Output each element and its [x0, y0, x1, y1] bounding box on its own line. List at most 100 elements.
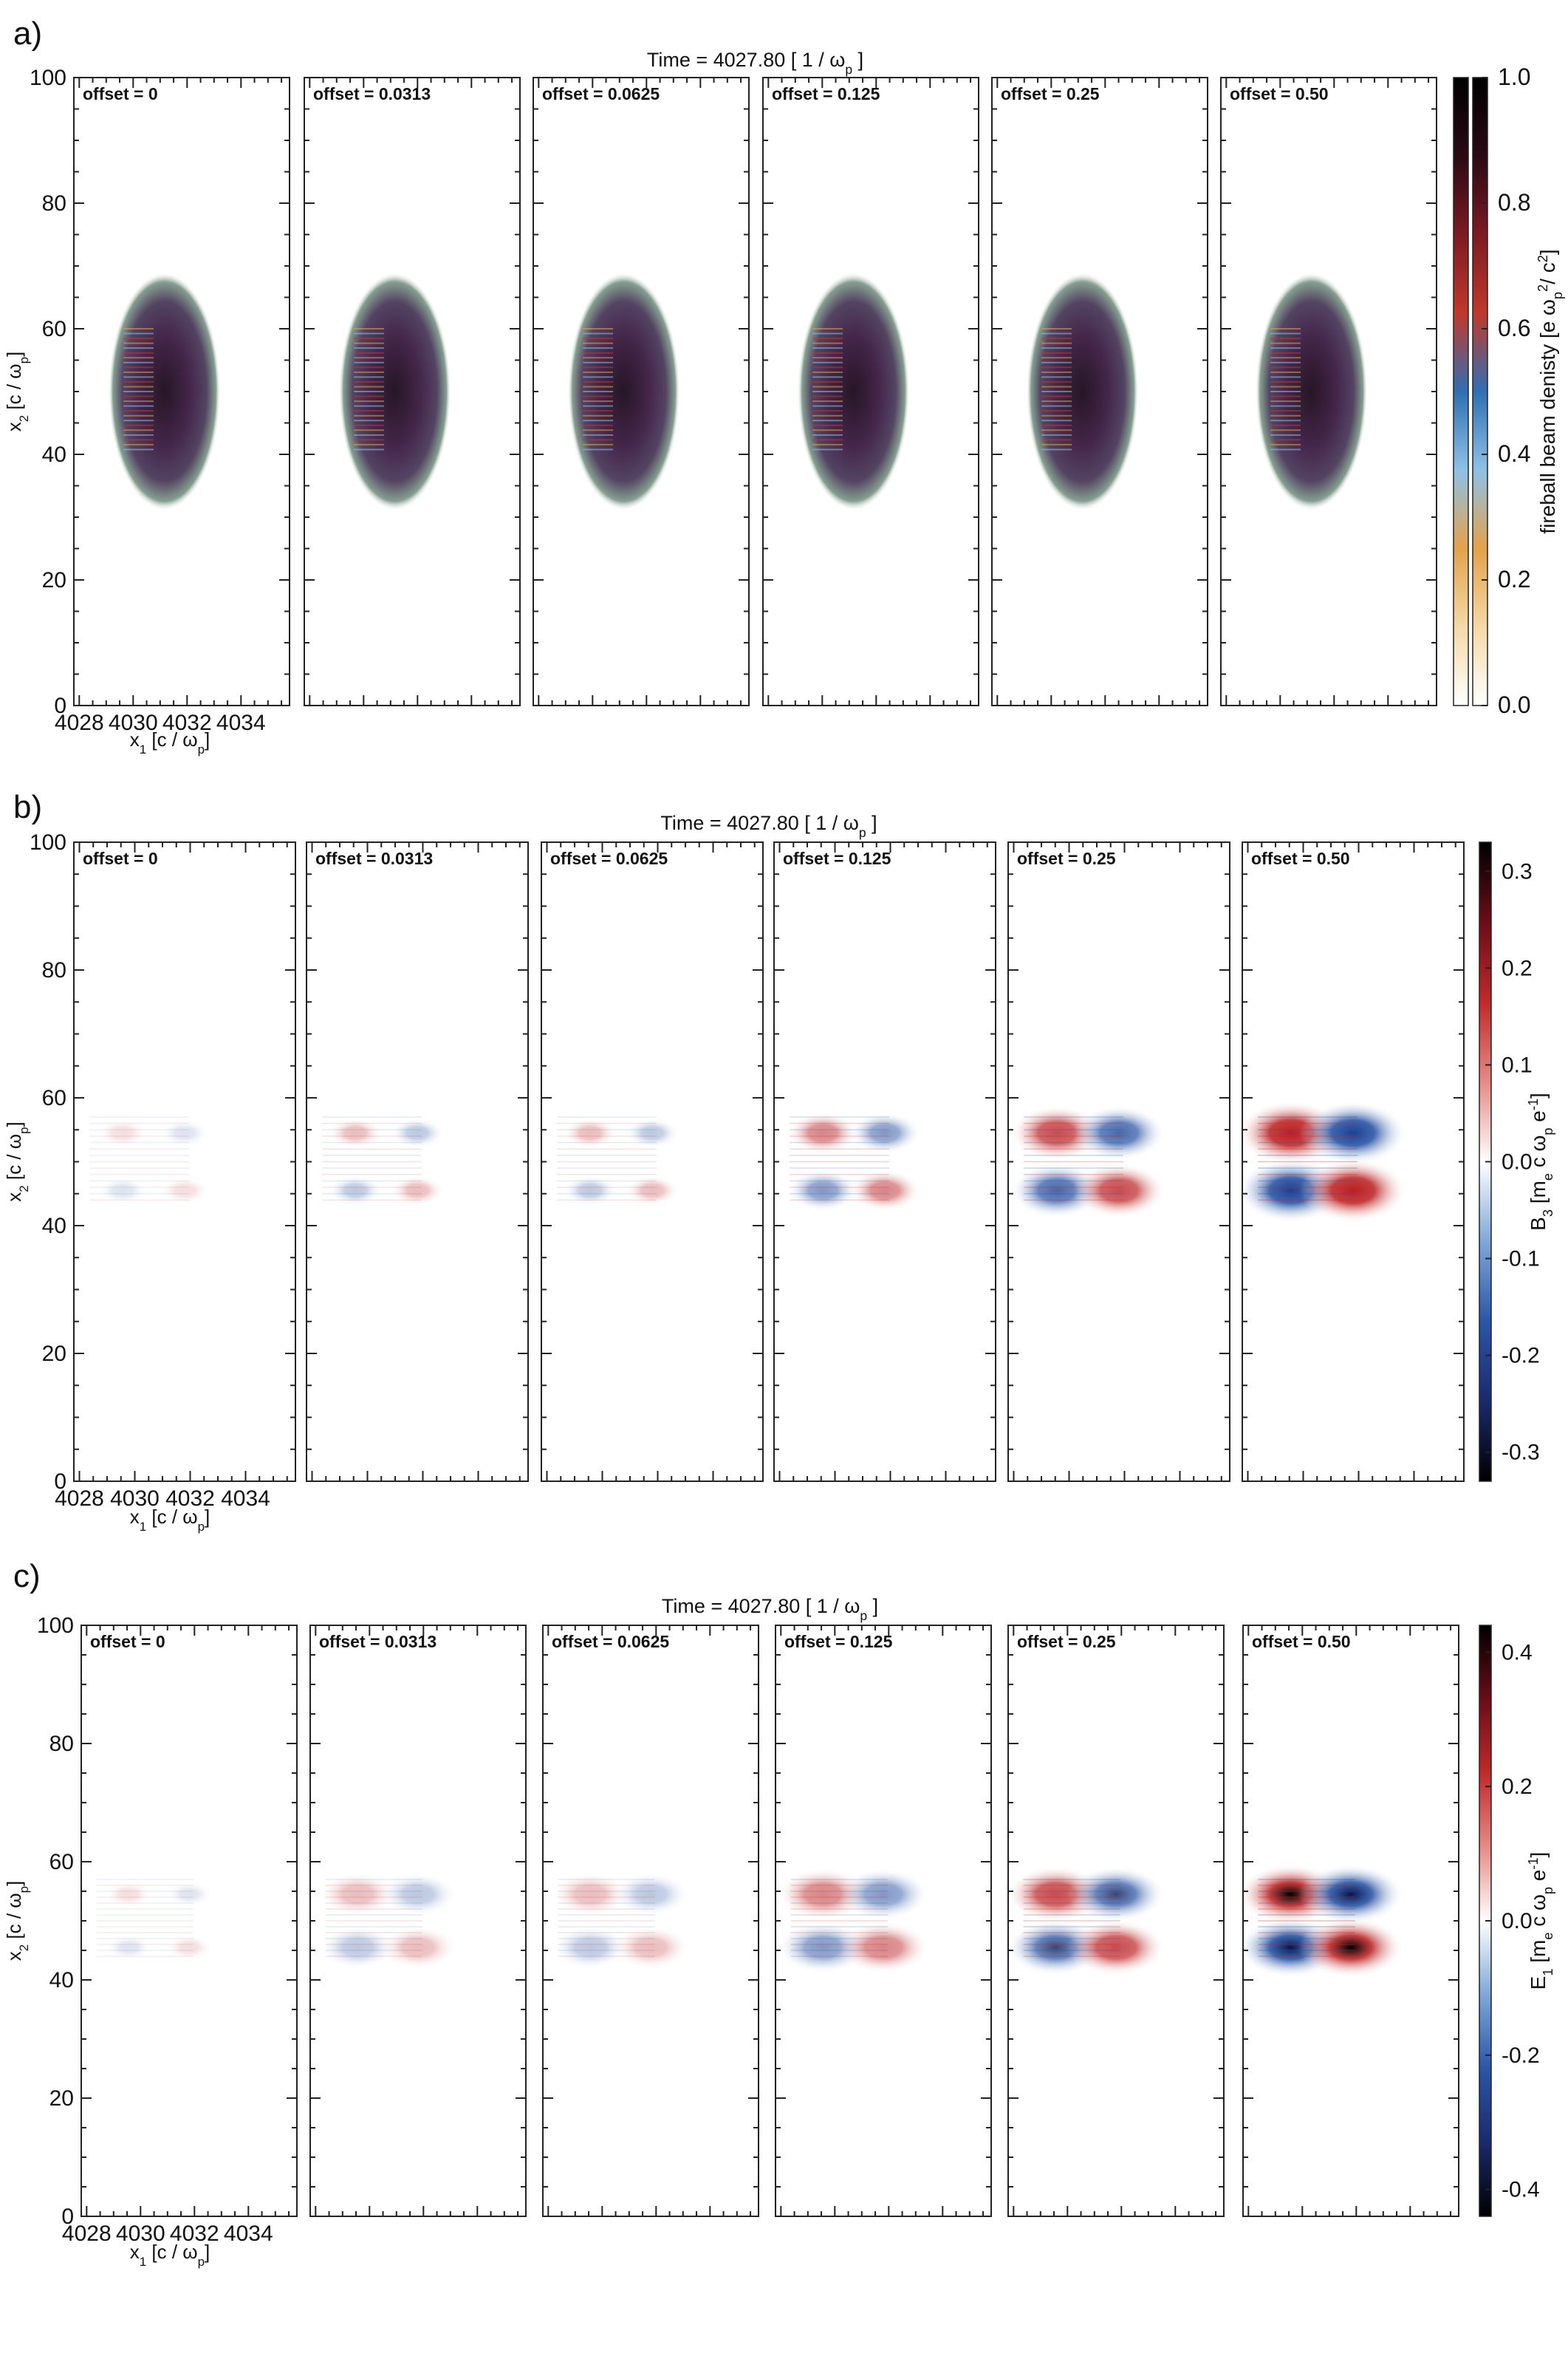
- colorbar-tick-label: -0.1: [1502, 1247, 1540, 1271]
- colorbar: 0.0 0.2 0.4 0.6 0.8 1.0 fireball beam denisty …: [1453, 64, 1565, 718]
- colorbar-strip: [1453, 77, 1469, 706]
- subplot: offset = 0 4028 4030 4032 4034 0 20 40 60 80 100: [30, 66, 290, 735]
- x-axis-label: x1 [c / ωp]: [130, 1506, 210, 1534]
- offset-label: offset = 0: [83, 849, 158, 868]
- y-tick-label: 80: [42, 191, 66, 216]
- subplot: offset = 0.0625: [533, 77, 750, 706]
- x-tick-label: 4030: [110, 1486, 160, 1511]
- colorbar-tick-label: -0.4: [1502, 2178, 1540, 2202]
- y-axis-label: x2 [c / ωp]: [3, 352, 31, 431]
- field-map: [797, 272, 910, 511]
- field-map: [777, 1868, 930, 1974]
- time-title: Time = 4027.80 [ 1 / ωp ]: [647, 49, 863, 77]
- x-tick-label: 4030: [116, 2221, 165, 2246]
- field-map: [1242, 1101, 1407, 1223]
- subplot: offset = 0.50: [1220, 77, 1437, 706]
- subplot: offset = 0.50: [1242, 841, 1465, 1482]
- y-tick-label: 60: [42, 1086, 66, 1110]
- colorbar-tick-label: 0.4: [1502, 1640, 1533, 1664]
- field-map: [1243, 1864, 1404, 1978]
- x-axis-label: x1 [c / ωp]: [130, 728, 210, 757]
- offset-label: offset = 0.125: [784, 1632, 893, 1651]
- offset-label: offset = 0.25: [1001, 84, 1100, 103]
- colorbar-tick-label: 0.6: [1498, 315, 1530, 341]
- panel-label: b): [13, 789, 42, 825]
- subplot: offset = 0.25: [1007, 841, 1230, 1482]
- offset-label: offset = 0.50: [1251, 849, 1350, 868]
- field-map: [567, 272, 680, 511]
- y-tick-label: 100: [37, 1613, 74, 1638]
- colorbar-tick-label: -0.2: [1502, 2043, 1540, 2068]
- y-tick-label: 60: [49, 1850, 74, 1874]
- colorbar-tick-label: 0.0: [1502, 1909, 1533, 1933]
- offset-label: offset = 0.25: [1017, 1632, 1116, 1651]
- field-map: [787, 1112, 921, 1212]
- y-axis-label: x2 [c / ωp]: [3, 1121, 31, 1201]
- time-title: Time = 4027.80 [ 1 / ωp ]: [660, 812, 877, 840]
- plot-area: [774, 842, 996, 1481]
- field-map: [318, 1872, 457, 1970]
- field-map: [1008, 1866, 1165, 1975]
- x-tick-label: 4034: [224, 2221, 273, 2246]
- y-tick-label: 40: [42, 1214, 66, 1238]
- y-tick-label: 40: [42, 443, 66, 467]
- colorbar-tick-label: 0.3: [1502, 859, 1533, 884]
- field-map: [96, 1879, 213, 1960]
- panel-b: b) Time = 4027.80 [ 1 / ωp ] offset = 0 40 2…: [3, 789, 1555, 1534]
- y-tick-label: 80: [49, 1732, 74, 1756]
- colorbar-tick-label: 0.8: [1498, 189, 1530, 216]
- offset-label: offset = 0.125: [772, 84, 880, 103]
- colorbar-tick-label: 0.0: [1502, 1150, 1533, 1175]
- field-map: [1010, 1105, 1166, 1218]
- offset-label: offset = 0.0625: [542, 84, 660, 103]
- subplot: offset = 0.25: [1007, 1625, 1225, 2217]
- subplot: offset = 0 4028 4030 4032 4034 0 20 40 60 80 100: [37, 1613, 298, 2246]
- plot-area: [310, 1625, 526, 2216]
- x-axis-label: x1 [c / ωp]: [130, 2241, 210, 2269]
- field-map: [1026, 272, 1139, 511]
- colorbar-tick-label: 0.0: [1498, 691, 1530, 718]
- subplot: offset = 0.25: [991, 77, 1208, 706]
- colorbar-tick-label: 0.2: [1502, 956, 1533, 980]
- field-map: [338, 272, 451, 511]
- plot-area: [307, 842, 528, 1481]
- x-tick-label: 4034: [216, 711, 266, 735]
- y-tick-label: 0: [54, 1469, 66, 1494]
- y-tick-label: 20: [42, 1342, 66, 1366]
- y-tick-label: 80: [42, 958, 66, 983]
- subplot: offset = 0.125: [762, 77, 979, 706]
- offset-label: offset = 0.50: [1230, 84, 1329, 103]
- y-tick-label: 40: [49, 1968, 74, 1992]
- colorbar-label: E1 [me c ωp e-1]: [1526, 1852, 1555, 1990]
- plot-area: [74, 842, 295, 1481]
- plot-area: [543, 1625, 759, 2216]
- subplot: offset = 0.0313: [304, 77, 521, 706]
- offset-label: offset = 0: [83, 84, 158, 103]
- field-map: [551, 1872, 690, 1970]
- time-title: Time = 4027.80 [ 1 / ωp ]: [662, 1595, 878, 1623]
- offset-label: offset = 0.0313: [313, 84, 431, 103]
- y-tick-label: 0: [54, 694, 66, 718]
- x-tick-label: 4032: [162, 711, 212, 735]
- colorbar-label: B3 [me c ωp e-1]: [1526, 1093, 1555, 1231]
- panel-label: a): [13, 16, 42, 52]
- plot-area: [1008, 842, 1230, 1481]
- subplot: offset = 0.125: [775, 1625, 992, 2217]
- y-axis-label: x2 [c / ωp]: [3, 1881, 31, 1961]
- subplot: offset = 0.50: [1242, 1625, 1459, 2217]
- colorbar-tick-label: 0.4: [1498, 440, 1530, 467]
- subplot: offset = 0.0625: [541, 841, 764, 1482]
- colorbar-tick-label: -0.2: [1502, 1344, 1540, 1368]
- x-tick-label: 4032: [165, 1486, 215, 1511]
- colorbar-tick-label: 0.2: [1498, 566, 1530, 592]
- y-tick-label: 20: [49, 2086, 74, 2111]
- colorbar-tick-label: 0.2: [1502, 1775, 1533, 1799]
- y-tick-label: 60: [42, 317, 66, 341]
- offset-label: offset = 0: [90, 1632, 165, 1651]
- colorbar-tick-label: 1.0: [1498, 64, 1530, 90]
- x-tick-label: 4028: [55, 711, 104, 735]
- colorbar-tick-label: -0.3: [1502, 1441, 1540, 1465]
- colorbar: -0.4 -0.2 0.0 0.2 0.4 E1 [me c ωp e-1]: [1479, 1625, 1555, 2217]
- subplot: offset = 0.0625: [542, 1625, 759, 2217]
